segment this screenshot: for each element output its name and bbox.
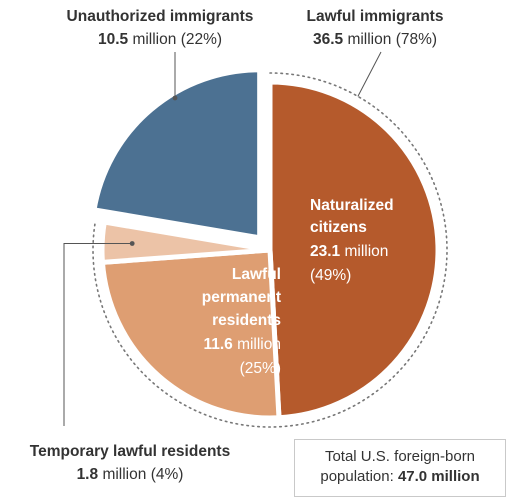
permanent-value: 11.6 million: [203, 336, 281, 353]
permanent-label-line1: Lawful: [232, 266, 281, 283]
lawful-group-value: 36.5 million (78%): [313, 31, 437, 48]
slice-unauthorized: [91, 67, 263, 241]
lawful-group-value-unit: million: [347, 31, 391, 48]
total-line2-prefix: population:: [320, 468, 398, 485]
permanent-label-line3: residents: [212, 312, 281, 329]
unauthorized-group-value-unit: million: [132, 31, 176, 48]
total-line2-value: 47.0 million: [397, 468, 480, 485]
unauthorized-group-title: Unauthorized immigrants: [67, 8, 254, 25]
slice-naturalized: [267, 79, 441, 421]
naturalized-value: 23.1 million: [310, 243, 388, 260]
slice-separator-2: [102, 249, 271, 264]
slice-permanent: [99, 247, 282, 421]
unauthorized-group-value-number: 10.5: [98, 31, 129, 48]
unauthorized-group-value: 10.5 million (22%): [98, 31, 222, 48]
slice-separator-1: [269, 249, 280, 418]
temporary-value: 1.8 million (4%): [77, 466, 184, 483]
naturalized-label-line1: Naturalized: [310, 197, 394, 214]
leader-temporary: [63, 243, 133, 426]
permanent-pct: (25%): [240, 360, 281, 377]
lawful-group-value-number: 36.5: [313, 31, 344, 48]
pie-slices: [91, 67, 441, 421]
leader-lines: [63, 51, 382, 426]
leader-lawful: [357, 51, 382, 97]
leader-unauthorized-dot: [172, 95, 178, 101]
temporary-value-pct: (4%): [151, 466, 184, 483]
naturalized-value-unit: million: [344, 243, 388, 260]
temporary-label: Temporary lawful residents: [30, 443, 230, 460]
unauthorized-group-value-pct: (22%): [181, 31, 222, 48]
lawful-immigrants-dotted-arc: [92, 72, 448, 428]
total-line2: population: 47.0 million: [295, 467, 505, 487]
total-population-box: Total U.S. foreign-born population: 47.0…: [294, 439, 506, 497]
temporary-value-unit: million: [102, 466, 146, 483]
naturalized-value-number: 23.1: [310, 243, 341, 260]
permanent-label-line2: permanent: [202, 289, 281, 306]
naturalized-label-line2: citizens: [310, 219, 367, 236]
total-line1: Total U.S. foreign-born: [324, 448, 476, 465]
permanent-value-number: 11.6: [203, 336, 233, 353]
naturalized-pct: (49%): [310, 267, 351, 284]
permanent-value-unit: million: [237, 336, 281, 353]
temporary-value-number: 1.8: [77, 466, 99, 483]
lawful-group-value-pct: (78%): [396, 31, 437, 48]
leader-temporary-dot: [129, 241, 135, 246]
lawful-group-title: Lawful immigrants: [307, 8, 444, 25]
